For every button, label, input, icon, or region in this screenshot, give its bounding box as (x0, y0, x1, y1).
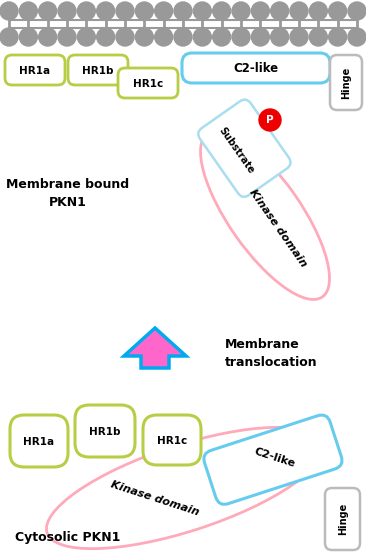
Circle shape (116, 28, 134, 46)
Circle shape (329, 28, 347, 46)
Text: translocation: translocation (225, 356, 318, 368)
Circle shape (348, 2, 366, 20)
FancyBboxPatch shape (143, 415, 201, 465)
FancyBboxPatch shape (10, 415, 68, 467)
Text: HR1c: HR1c (157, 436, 187, 446)
Circle shape (155, 28, 173, 46)
Circle shape (271, 28, 289, 46)
Circle shape (329, 2, 347, 20)
Text: HR1a: HR1a (23, 437, 55, 447)
FancyBboxPatch shape (204, 415, 342, 505)
FancyBboxPatch shape (182, 53, 330, 83)
Circle shape (0, 2, 18, 20)
Ellipse shape (46, 427, 324, 549)
FancyBboxPatch shape (325, 488, 360, 550)
Circle shape (213, 2, 231, 20)
Circle shape (155, 2, 173, 20)
Circle shape (271, 2, 289, 20)
Text: HR1c: HR1c (133, 79, 163, 89)
Circle shape (39, 28, 57, 46)
Circle shape (309, 28, 327, 46)
Circle shape (174, 2, 192, 20)
Text: Membrane: Membrane (225, 338, 300, 352)
Circle shape (58, 28, 76, 46)
Circle shape (77, 2, 95, 20)
Circle shape (58, 2, 76, 20)
Circle shape (232, 2, 250, 20)
Text: Substrate: Substrate (216, 125, 256, 175)
Circle shape (19, 28, 37, 46)
Text: Kinase domain: Kinase domain (109, 479, 201, 517)
FancyBboxPatch shape (330, 55, 362, 110)
Circle shape (116, 2, 134, 20)
Text: C2-like: C2-like (253, 447, 297, 469)
Text: Hinge: Hinge (338, 503, 348, 535)
Circle shape (0, 28, 18, 46)
Circle shape (251, 28, 269, 46)
Circle shape (290, 2, 308, 20)
Circle shape (19, 2, 37, 20)
Text: Cytosolic PKN1: Cytosolic PKN1 (15, 531, 121, 544)
Text: HR1b: HR1b (89, 427, 121, 437)
Circle shape (290, 28, 308, 46)
FancyBboxPatch shape (68, 55, 128, 85)
Circle shape (77, 28, 95, 46)
Circle shape (259, 109, 281, 131)
Circle shape (135, 2, 153, 20)
Polygon shape (124, 328, 186, 368)
Circle shape (348, 28, 366, 46)
Circle shape (251, 2, 269, 20)
Circle shape (174, 28, 192, 46)
FancyBboxPatch shape (75, 405, 135, 457)
FancyBboxPatch shape (118, 68, 178, 98)
Text: Kinase domain: Kinase domain (247, 187, 309, 269)
Circle shape (39, 2, 57, 20)
FancyBboxPatch shape (5, 55, 65, 85)
Text: Membrane bound: Membrane bound (7, 179, 130, 192)
Circle shape (193, 2, 211, 20)
Circle shape (232, 28, 250, 46)
Text: C2-like: C2-like (234, 63, 279, 76)
Circle shape (193, 28, 211, 46)
Circle shape (213, 28, 231, 46)
FancyBboxPatch shape (198, 100, 291, 197)
Circle shape (97, 28, 115, 46)
Circle shape (97, 2, 115, 20)
Text: PKN1: PKN1 (49, 195, 87, 208)
Text: HR1a: HR1a (19, 66, 51, 76)
Ellipse shape (201, 130, 329, 300)
Text: P: P (266, 115, 274, 125)
Circle shape (135, 28, 153, 46)
Circle shape (309, 2, 327, 20)
Text: Hinge: Hinge (341, 67, 351, 99)
Text: HR1b: HR1b (82, 66, 114, 76)
